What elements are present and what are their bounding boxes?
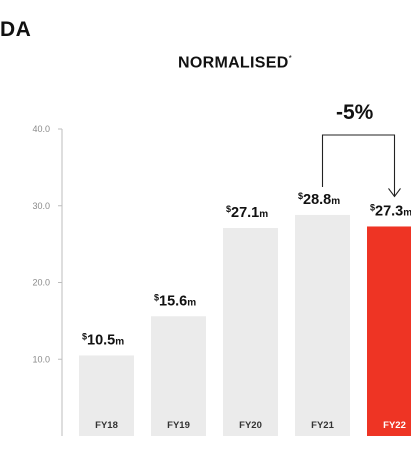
change-bracket — [321, 134, 396, 197]
category-label: FY20 — [239, 420, 262, 431]
chart-title-fragment: DA — [0, 18, 32, 41]
category-label: FY22 — [383, 420, 406, 431]
bar-value-label: $27.1m — [226, 204, 268, 221]
y-tick-label: 40.0 — [32, 124, 50, 134]
bar-fy18 — [79, 355, 134, 436]
y-tick-label: 10.0 — [32, 354, 50, 364]
subtitle-footnote-mark: * — [288, 54, 292, 63]
bar-value-label: $27.3m — [370, 202, 411, 219]
category-label: FY19 — [167, 420, 190, 431]
bar-value-label: $10.5m — [82, 331, 124, 348]
bar-value-label: $28.8m — [298, 191, 340, 208]
y-tick-label: 30.0 — [32, 201, 50, 211]
bar-fy22 — [367, 226, 411, 436]
bar-fy20 — [223, 228, 278, 436]
change-annotation-label: -5% — [336, 101, 374, 124]
bar-fy21 — [295, 214, 350, 436]
arrow-head-icon — [388, 188, 401, 198]
category-label: FY21 — [311, 420, 334, 431]
y-tick-label: 20.0 — [32, 278, 50, 288]
subtitle-text: NORMALISED — [178, 54, 289, 72]
chart-subtitle: NORMALISED* — [178, 54, 292, 72]
bar-fy19 — [151, 316, 206, 436]
bar-value-label: $15.6m — [154, 292, 196, 309]
category-label: FY18 — [95, 420, 118, 431]
